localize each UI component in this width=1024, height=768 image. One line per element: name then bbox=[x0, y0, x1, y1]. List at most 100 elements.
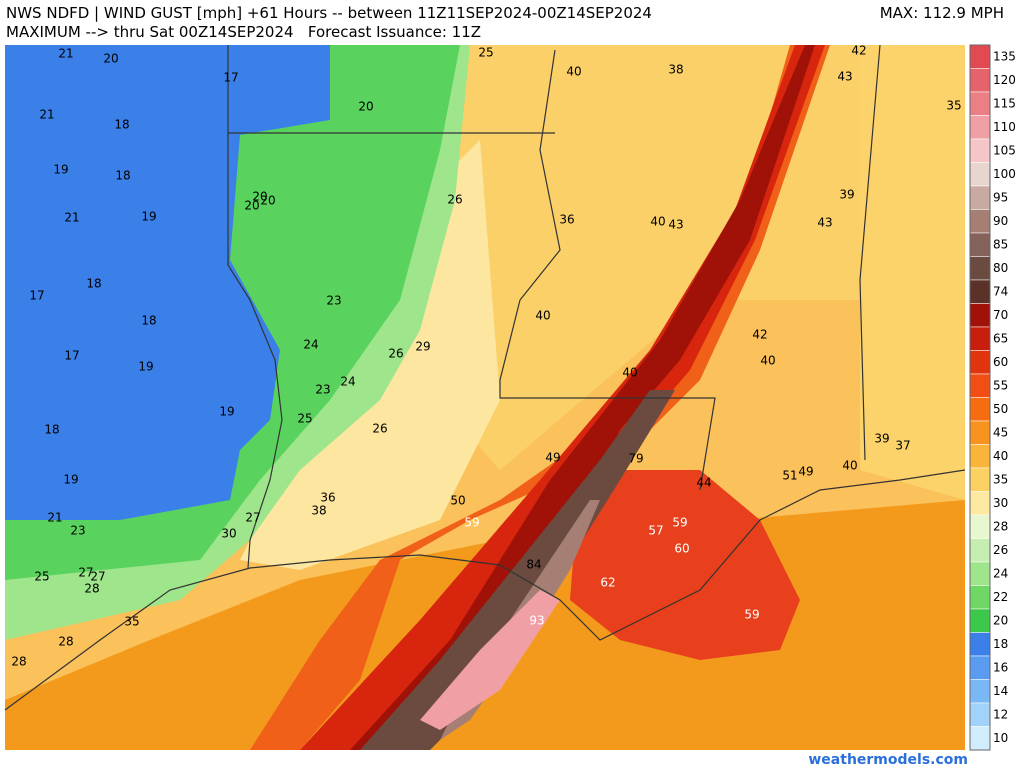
colorbar-label: 10 bbox=[993, 731, 1008, 745]
map-value-label: 27 bbox=[78, 566, 93, 580]
colorbar-swatch bbox=[969, 279, 991, 304]
colorbar-swatch bbox=[969, 632, 991, 657]
map-value-label: 42 bbox=[851, 44, 866, 58]
map-value-label: 59 bbox=[672, 516, 687, 530]
map-value-label: 25 bbox=[297, 412, 312, 426]
max-value: MAX: 112.9 MPH bbox=[880, 4, 1004, 22]
map-value-label: 39 bbox=[839, 188, 854, 202]
map-value-label: 26 bbox=[447, 193, 462, 207]
map-value-label: 51 bbox=[782, 469, 797, 483]
map-value-label: 17 bbox=[29, 289, 44, 303]
colorbar: 135 120 115 110 105 100 95 90 85 80 74 70 65 60 55 50 45… bbox=[969, 44, 1016, 751]
brown-core bbox=[360, 390, 675, 750]
strong-area bbox=[250, 45, 830, 750]
map-value-label: 49 bbox=[798, 465, 813, 479]
colorbar-label: 45 bbox=[993, 425, 1008, 439]
colorbar-swatch bbox=[969, 702, 991, 727]
map-value-label: 24 bbox=[340, 375, 355, 389]
map-value-label: 21 bbox=[47, 511, 62, 525]
colorbar-label: 80 bbox=[993, 261, 1008, 275]
colorbar-label: 115 bbox=[993, 96, 1016, 110]
map-value-label: 28 bbox=[11, 655, 26, 669]
map-value-label: 38 bbox=[668, 63, 683, 77]
map-value-label: 18 bbox=[141, 314, 156, 328]
map-value-label: 21 bbox=[58, 47, 73, 61]
map-value-label: 36 bbox=[559, 213, 574, 227]
map-value-label: 57 bbox=[648, 524, 663, 538]
colorbar-swatch bbox=[969, 585, 991, 610]
map-value-label: 59 bbox=[464, 516, 479, 530]
colorbar-frame bbox=[969, 44, 991, 751]
map-value-label: 21 bbox=[64, 211, 79, 225]
colorbar-label: 40 bbox=[993, 449, 1008, 463]
map-value-label: 44 bbox=[696, 476, 711, 490]
map-value-label: 38 bbox=[311, 504, 326, 518]
map-value-label: 20 bbox=[244, 199, 259, 213]
map-value-label: 40 bbox=[566, 65, 581, 79]
colorbar-swatch bbox=[969, 138, 991, 163]
map-value-label: 28 bbox=[84, 582, 99, 596]
colorbar-swatch bbox=[969, 91, 991, 116]
colorbar-swatch bbox=[969, 256, 991, 281]
map-value-label: 39 bbox=[874, 432, 889, 446]
map-value-label: 36 bbox=[320, 491, 335, 505]
map-value-label: 50 bbox=[450, 494, 465, 508]
colorbar-label: 90 bbox=[993, 214, 1008, 228]
blue-area bbox=[5, 45, 330, 520]
map-value-label: 19 bbox=[141, 210, 156, 224]
colorbar-swatch bbox=[969, 185, 991, 210]
map-value-label: 43 bbox=[817, 216, 832, 230]
map-value-label: 28 bbox=[58, 635, 73, 649]
colorbar-swatch bbox=[969, 444, 991, 469]
colorbar-label: 85 bbox=[993, 237, 1008, 251]
map-value-label: 49 bbox=[545, 451, 560, 465]
colorbar-swatch bbox=[969, 373, 991, 398]
title: NWS NDFD | WIND GUST [mph] +61 Hours -- … bbox=[6, 4, 652, 22]
map-value-label: 84 bbox=[526, 558, 541, 572]
map-value-label: 17 bbox=[64, 349, 79, 363]
colorbar-swatch bbox=[969, 326, 991, 351]
east-area bbox=[860, 45, 965, 500]
map-value-label: 24 bbox=[303, 338, 318, 352]
colorbar-label: 12 bbox=[993, 707, 1008, 721]
colorbar-swatch bbox=[969, 538, 991, 563]
map-value-label: 27 bbox=[90, 570, 105, 584]
colorbar-label: 65 bbox=[993, 331, 1008, 345]
map-value-label: 18 bbox=[115, 169, 130, 183]
colorbar-swatch bbox=[969, 209, 991, 234]
colorbar-label: 14 bbox=[993, 684, 1008, 698]
colorbar-swatch bbox=[969, 397, 991, 422]
map-value-label: 19 bbox=[219, 405, 234, 419]
colorbar-label: 22 bbox=[993, 590, 1008, 604]
colorbar-label: 18 bbox=[993, 637, 1008, 651]
map-value-label: 21 bbox=[39, 108, 54, 122]
colorbar-label: 24 bbox=[993, 566, 1008, 580]
map-value-label: 37 bbox=[895, 439, 910, 453]
colorbar-swatch bbox=[969, 561, 991, 586]
map-value-label: 40 bbox=[650, 215, 665, 229]
map-value-label: 59 bbox=[744, 608, 759, 622]
state-boundary bbox=[499, 49, 716, 491]
map-value-label: 18 bbox=[114, 118, 129, 132]
colorbar-swatch bbox=[969, 420, 991, 445]
pink-core bbox=[420, 590, 560, 730]
colorbar-label: 95 bbox=[993, 190, 1008, 204]
colorbar-swatch bbox=[969, 514, 991, 539]
colorbar-label: 28 bbox=[993, 519, 1008, 533]
map-value-label: 93 bbox=[529, 614, 544, 628]
colorbar-label: 135 bbox=[993, 49, 1016, 63]
map-value-label: 43 bbox=[668, 218, 683, 232]
map-value-label: 17 bbox=[223, 71, 238, 85]
map-value-label: 42 bbox=[752, 328, 767, 342]
state-boundary bbox=[859, 44, 881, 461]
map-value-label: 40 bbox=[535, 309, 550, 323]
colorbar-label: 105 bbox=[993, 143, 1016, 157]
map-value-label: 18 bbox=[86, 277, 101, 291]
map-value-label: 23 bbox=[315, 383, 330, 397]
colorbar-label: 30 bbox=[993, 496, 1008, 510]
map-value-label: 35 bbox=[946, 99, 961, 113]
map-value-label: 40 bbox=[622, 366, 637, 380]
colorbar-label: 20 bbox=[993, 613, 1008, 627]
